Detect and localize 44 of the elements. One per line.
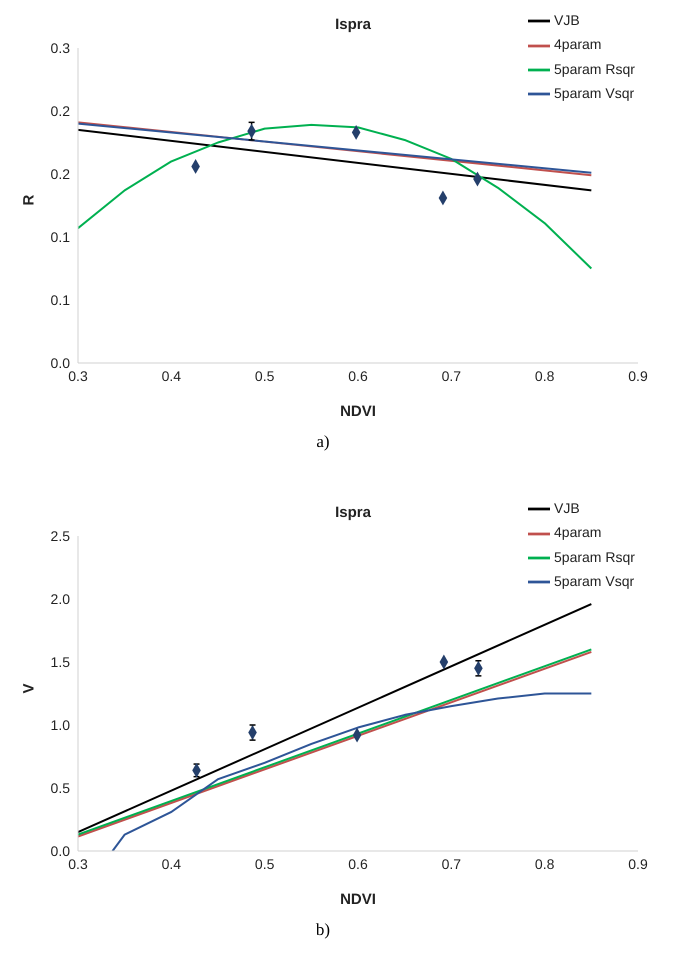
legend-label: VJB bbox=[554, 12, 580, 28]
x-tick-label: 0.7 bbox=[442, 368, 462, 384]
x-tick-label: 0.8 bbox=[534, 856, 555, 872]
x-tick-label: 0.9 bbox=[628, 368, 648, 384]
x-tick-label: 0.3 bbox=[68, 368, 88, 384]
chart-title: Ispra bbox=[335, 504, 371, 521]
y-tick-label: 0.2 bbox=[50, 102, 70, 119]
legend-label: 4param bbox=[554, 524, 602, 540]
y-tick-label: 0.2 bbox=[50, 166, 70, 182]
y-tick-label: 0.1 bbox=[50, 228, 70, 245]
x-axis-title: NDVI bbox=[340, 403, 376, 420]
chart-title: Ispra bbox=[335, 16, 371, 33]
text: b) bbox=[314, 920, 332, 940]
x-tick-label: 0.5 bbox=[254, 856, 275, 872]
x-tick-label: 0.6 bbox=[348, 368, 368, 384]
x-tick-label: 0.6 bbox=[348, 856, 368, 872]
y-tick-label: 0.1 bbox=[50, 292, 70, 308]
y-tick-label: 1.0 bbox=[50, 716, 70, 733]
x-tick-label: 0.5 bbox=[254, 368, 275, 384]
x-tick-label: 0.3 bbox=[68, 856, 88, 872]
legend-label: 4param bbox=[554, 36, 602, 52]
legend-label: 5param Rsqr bbox=[554, 60, 635, 77]
y-axis-title: R bbox=[20, 194, 38, 206]
legend-label: 5param Rsqr bbox=[554, 548, 635, 565]
x-axis-title: NDVI bbox=[340, 891, 376, 908]
x-tick-label: 0.9 bbox=[628, 856, 648, 872]
legend-label: VJB bbox=[554, 500, 580, 516]
x-tick-label: 0.8 bbox=[534, 368, 555, 384]
x-tick-label: 0.7 bbox=[442, 856, 462, 872]
y-tick-label: 0.0 bbox=[50, 354, 70, 371]
text: a) bbox=[315, 432, 331, 452]
x-tick-label: 0.4 bbox=[162, 856, 182, 872]
y-tick-label: 2.5 bbox=[50, 528, 70, 544]
legend-label: 5param Vsqr bbox=[554, 572, 634, 589]
y-tick-label: 1.5 bbox=[50, 654, 70, 670]
y-tick-label: 0.0 bbox=[50, 842, 70, 859]
x-tick-label: 0.4 bbox=[162, 368, 182, 384]
legend-label: 5param Vsqr bbox=[554, 84, 634, 101]
line-series bbox=[78, 124, 592, 270]
y-tick-label: 0.5 bbox=[50, 780, 70, 796]
line-series bbox=[112, 692, 592, 851]
y-axis-title: V bbox=[20, 683, 38, 694]
y-tick-label: 0.3 bbox=[50, 40, 70, 56]
y-tick-label: 2.0 bbox=[50, 590, 70, 607]
